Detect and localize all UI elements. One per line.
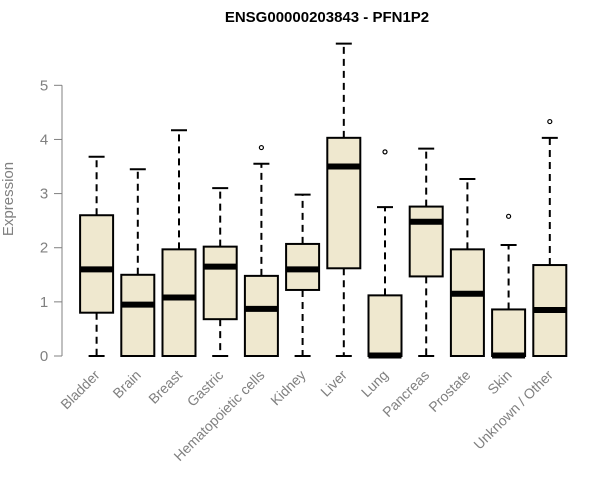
box-pancreas [408, 147, 444, 357]
box-kidney [285, 193, 321, 357]
outlier-point [382, 149, 388, 155]
x-tick-label: Breast [145, 367, 185, 407]
y-tick-label: 5 [40, 77, 48, 94]
y-tick-label: 3 [40, 186, 48, 203]
box-gastric [202, 187, 238, 357]
box-prostate [449, 177, 485, 358]
box-body [491, 308, 527, 357]
box-body [202, 245, 238, 321]
box-bladder [79, 155, 115, 357]
box-body [120, 273, 156, 357]
y-tick-label: 2 [40, 240, 48, 257]
axes: 0 1 2 3 4 5 [40, 77, 63, 365]
box-body [326, 136, 362, 270]
box-skin [491, 213, 527, 359]
outlier-point [547, 118, 553, 125]
box-brain [120, 168, 156, 357]
box-breast [161, 129, 197, 358]
y-tick-label: 1 [40, 294, 48, 311]
x-tick-label: Kidney [267, 367, 309, 409]
y-tick-label: 4 [40, 131, 48, 148]
x-tick-label: Bladder [57, 367, 103, 413]
box-body [243, 274, 279, 357]
x-tick-label: Prostate [425, 367, 473, 415]
outlier-point [258, 144, 264, 151]
box-body [408, 205, 444, 278]
box-unknown-other [532, 118, 568, 357]
box-hematopoietic-cells [243, 144, 279, 357]
chart-title: ENSG00000203843 - PFN1P2 [225, 9, 429, 26]
box-liver [326, 42, 362, 357]
boxes [79, 42, 568, 359]
x-tick-label: Liver [317, 367, 350, 400]
box-lung [367, 149, 403, 359]
x-tick-label: Brain [109, 367, 143, 401]
y-axis-label: Expression [0, 162, 17, 236]
y-tick-label: 0 [40, 348, 48, 365]
outlier-point [506, 213, 512, 219]
box-body [449, 248, 485, 358]
x-tick-label: Lung [358, 367, 391, 400]
box-body [367, 294, 403, 357]
x-tick-label: Skin [484, 367, 515, 398]
box-body [161, 248, 197, 358]
box-body [79, 214, 115, 314]
